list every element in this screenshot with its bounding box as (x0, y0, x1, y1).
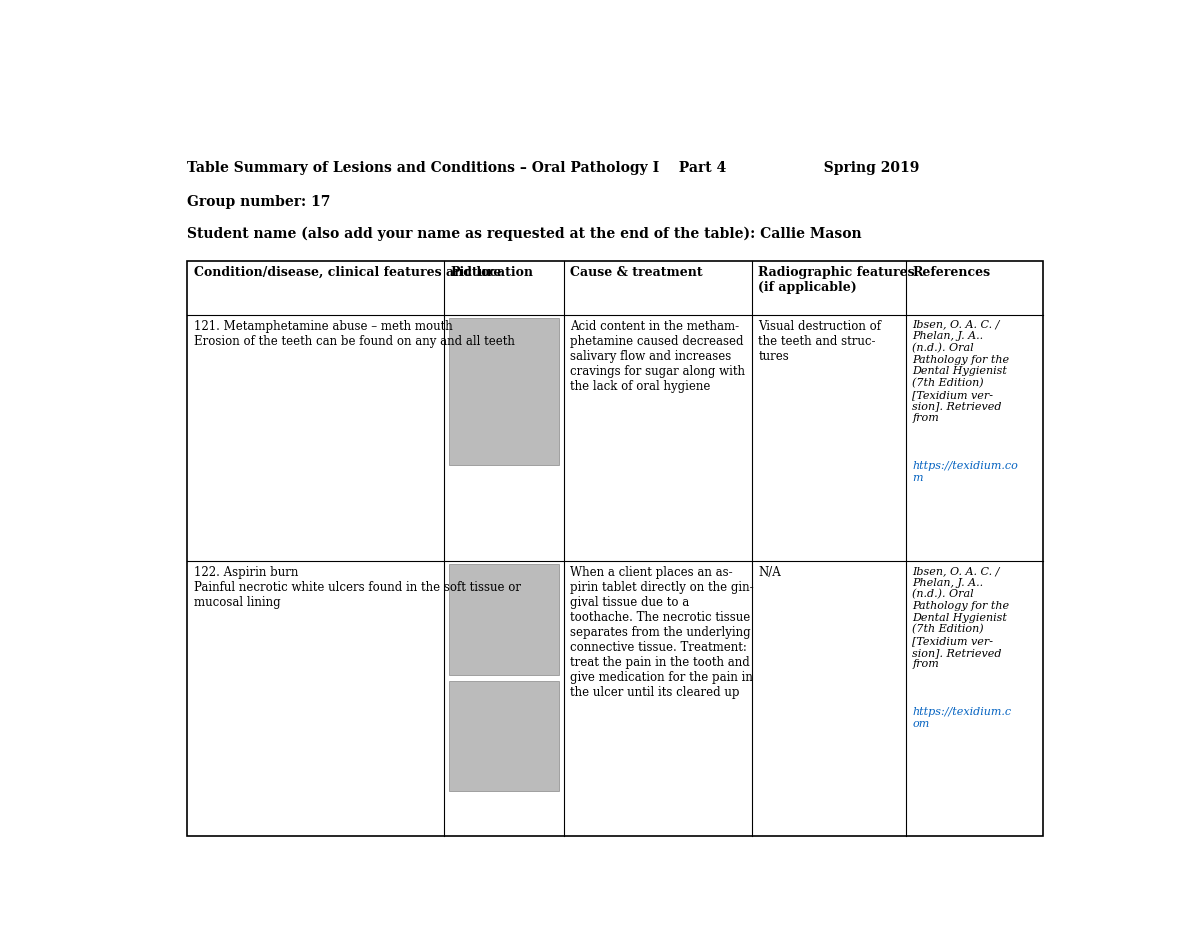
Text: https://texidium.co
m: https://texidium.co m (912, 461, 1019, 483)
Text: Ibsen, O. A. C. /
Phelan, J. A..
(n.d.). Oral
Pathology for the
Dental Hygienist: Ibsen, O. A. C. / Phelan, J. A.. (n.d.).… (912, 320, 1009, 424)
Bar (449, 565, 559, 675)
Text: Student name (also add your name as requested at the end of the table): Callie M: Student name (also add your name as requ… (187, 227, 862, 241)
Text: Table Summary of Lesions and Conditions – Oral Pathology I    Part 4            : Table Summary of Lesions and Conditions … (187, 161, 919, 175)
Text: N/A: N/A (758, 565, 781, 579)
Text: Group number: 17: Group number: 17 (187, 195, 330, 209)
Text: Radiographic features
(if applicable): Radiographic features (if applicable) (758, 266, 916, 294)
Text: https://texidium.c
om: https://texidium.c om (912, 707, 1012, 729)
Text: Ibsen, O. A. C. /
Phelan, J. A..
(n.d.). Oral
Pathology for the
Dental Hygienist: Ibsen, O. A. C. / Phelan, J. A.. (n.d.).… (912, 565, 1009, 669)
Text: Visual destruction of
the teeth and struc-
tures: Visual destruction of the teeth and stru… (758, 320, 882, 362)
Bar (449, 680, 559, 792)
Text: 122. Aspirin burn
Painful necrotic white ulcers found in the soft tissue or
muco: 122. Aspirin burn Painful necrotic white… (193, 565, 521, 609)
Text: Condition/disease, clinical features and location: Condition/disease, clinical features and… (193, 266, 533, 279)
Text: References: References (912, 266, 990, 279)
Text: Picture: Picture (450, 266, 502, 279)
Text: Cause & treatment: Cause & treatment (570, 266, 703, 279)
Text: When a client places an as-
pirin tablet directly on the gin-
gival tissue due t: When a client places an as- pirin tablet… (570, 565, 754, 699)
Text: Acid content in the metham-
phetamine caused decreased
salivary flow and increas: Acid content in the metham- phetamine ca… (570, 320, 745, 393)
Bar (449, 318, 559, 464)
Text: 121. Metamphetamine abuse – meth mouth
Erosion of the teeth can be found on any : 121. Metamphetamine abuse – meth mouth E… (193, 320, 515, 348)
Bar (187, 261, 1043, 836)
